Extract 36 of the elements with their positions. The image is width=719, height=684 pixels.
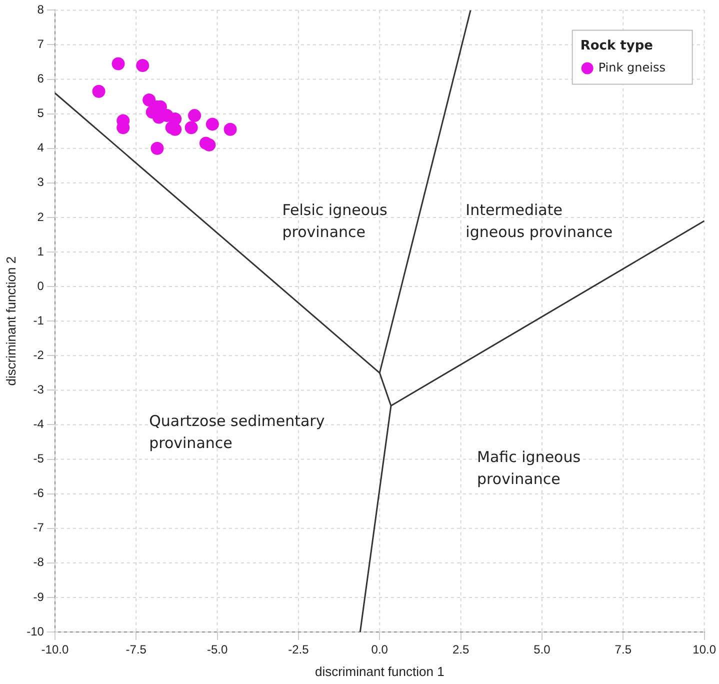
y-tick-label: -10 [26,624,44,638]
x-tick-label: 10.0 [692,642,716,657]
y-tick-label: -2 [33,348,44,362]
y-tick-label: 5 [37,106,44,120]
y-tick-label: -1 [33,313,44,328]
annotation: Mafic igneous provinance [477,448,581,488]
y-tick-label: 2 [37,210,44,224]
y-tick-label: -4 [33,417,44,432]
y-tick-label: 0 [37,278,44,293]
annotation: Felsic igneous provinance [282,200,388,241]
x-tick-label: 7.5 [614,642,632,657]
y-axis-title: discriminant function 2 [3,256,18,386]
y-tick-label: -5 [33,452,44,466]
legend-label: Pink gneiss [598,60,666,74]
x-tick-label: -5.0 [206,642,228,657]
annotation: Quartzose sedimentary provinance [149,412,325,452]
x-axis-title: discriminant function 1 [314,664,444,679]
x-tick-label: 5.0 [534,642,551,657]
y-tick-label: -7 [33,520,44,535]
annotation: Intermediate igneous provinance [466,200,613,241]
y-tick-label: 7 [37,37,44,52]
x-tick-label: 0.0 [371,642,388,657]
x-tick-label: -7.5 [126,642,147,657]
y-tick-label: 4 [37,140,44,155]
y-tick-label: -8 [33,555,44,570]
x-tick-label: -2.5 [288,642,310,657]
y-tick-label: -3 [33,382,44,396]
x-tick-label: -10.0 [41,642,69,657]
y-tick-label: 6 [37,72,44,86]
y-tick-label: -6 [33,486,44,500]
y-tick-label: 8 [37,2,44,17]
y-tick-label: -9 [33,590,44,604]
legend-title: Rock type [580,38,654,54]
x-tick-label: 2.5 [452,642,470,657]
y-tick-label: 3 [37,175,44,190]
y-tick-label: 1 [37,244,44,258]
